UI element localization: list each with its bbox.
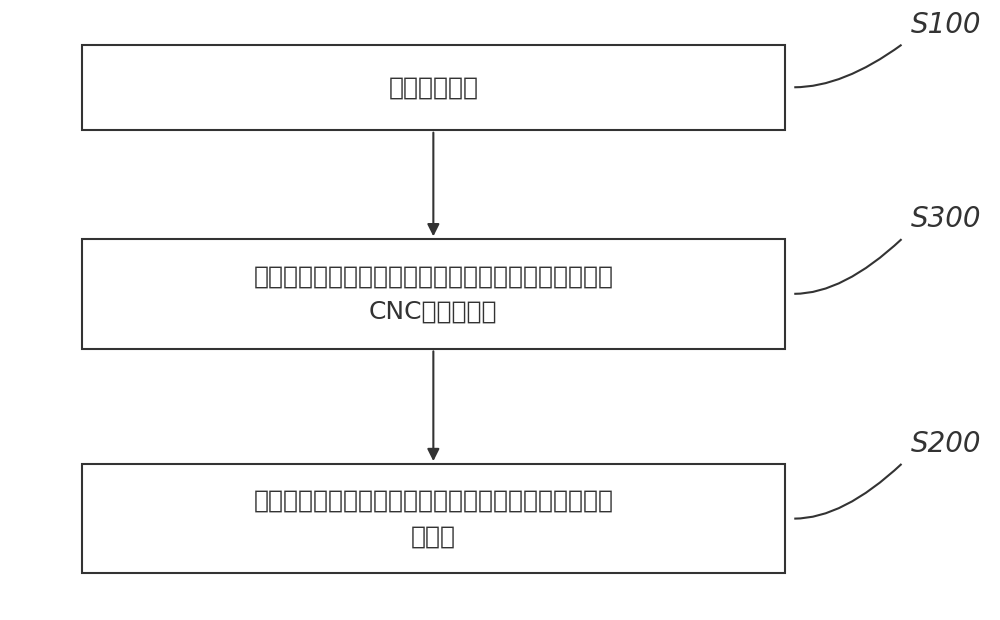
Text: 对金属中框的预定区域的表面进行激光重熔，以便得到
馈点面: 对金属中框的预定区域的表面进行激光重熔，以便得到 馈点面 bbox=[253, 489, 613, 548]
Text: 对预定区域的表面进行清洁处理，清洁处理的方法选自
CNC或激光镭雕: 对预定区域的表面进行清洁处理，清洁处理的方法选自 CNC或激光镭雕 bbox=[253, 264, 613, 324]
Text: S200: S200 bbox=[911, 430, 982, 458]
Text: S300: S300 bbox=[911, 205, 982, 233]
Text: 提供金属中框: 提供金属中框 bbox=[388, 75, 478, 99]
Text: S100: S100 bbox=[911, 11, 982, 38]
FancyBboxPatch shape bbox=[82, 464, 784, 574]
FancyBboxPatch shape bbox=[82, 45, 784, 130]
FancyBboxPatch shape bbox=[82, 239, 784, 348]
